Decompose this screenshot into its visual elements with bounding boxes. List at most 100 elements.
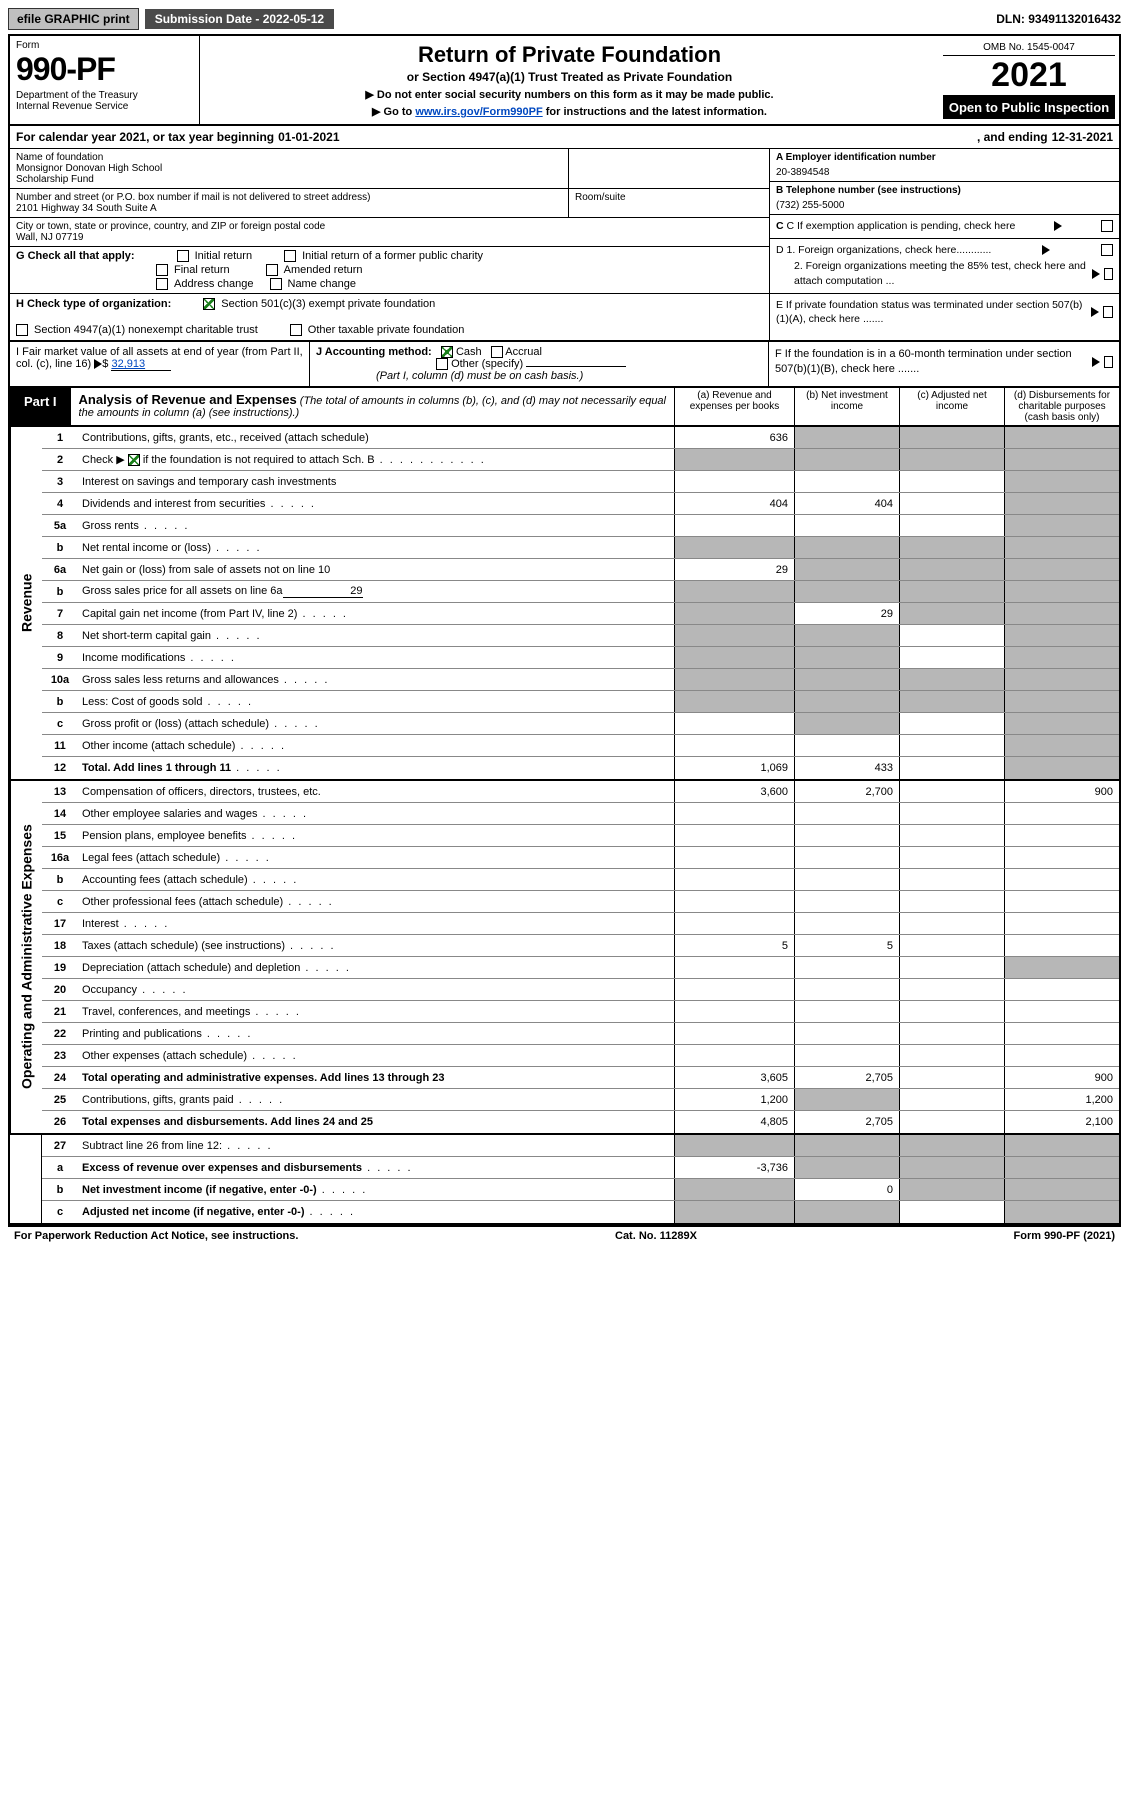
name-label: Name of foundation xyxy=(16,152,562,163)
row-desc: Contributions, gifts, grants, etc., rece… xyxy=(78,430,674,446)
cell-a xyxy=(674,1001,794,1022)
row-num: 23 xyxy=(42,1048,78,1064)
row-num: b xyxy=(42,872,78,888)
footer-left: For Paperwork Reduction Act Notice, see … xyxy=(14,1230,298,1242)
revenue-label: Revenue xyxy=(10,427,42,779)
d1-label: D 1. Foreign organizations, check here..… xyxy=(776,243,991,258)
table-row: 6aNet gain or (loss) from sale of assets… xyxy=(42,559,1119,581)
j-label: J Accounting method: xyxy=(316,346,432,358)
row-num: 3 xyxy=(42,474,78,490)
cell-d xyxy=(1004,537,1119,558)
city-value: Wall, NJ 07719 xyxy=(16,232,763,243)
cell-a xyxy=(674,957,794,978)
table-row: aExcess of revenue over expenses and dis… xyxy=(42,1157,1119,1179)
instructions-link[interactable]: www.irs.gov/Form990PF xyxy=(415,106,542,118)
row-desc: Other employee salaries and wages xyxy=(78,806,674,822)
cell-b xyxy=(794,1001,899,1022)
cell-d xyxy=(1004,449,1119,470)
cell-d xyxy=(1004,669,1119,690)
table-row: 12Total. Add lines 1 through 111,069433 xyxy=(42,757,1119,779)
cash-checkbox[interactable] xyxy=(441,346,453,358)
cell-c xyxy=(899,581,1004,602)
cell-b xyxy=(794,537,899,558)
opex-label: Operating and Administrative Expenses xyxy=(10,781,42,1133)
cell-c xyxy=(899,427,1004,448)
h-4947: Section 4947(a)(1) nonexempt charitable … xyxy=(34,324,258,336)
cell-b: 5 xyxy=(794,935,899,956)
table-row: cOther professional fees (attach schedul… xyxy=(42,891,1119,913)
501c3-checkbox[interactable] xyxy=(203,298,215,310)
cell-a: 636 xyxy=(674,427,794,448)
table-row: 22Printing and publications xyxy=(42,1023,1119,1045)
cell-d xyxy=(1004,1001,1119,1022)
fmv-value[interactable]: 32,913 xyxy=(111,358,171,371)
row-desc: Less: Cost of goods sold xyxy=(78,694,674,710)
arrow-icon xyxy=(94,359,102,369)
row-num: 15 xyxy=(42,828,78,844)
cell-a: 4,805 xyxy=(674,1111,794,1133)
amended-return-checkbox[interactable] xyxy=(266,264,278,276)
row-desc: Occupancy xyxy=(78,982,674,998)
other-taxable-checkbox[interactable] xyxy=(290,324,302,336)
4947-checkbox[interactable] xyxy=(16,324,28,336)
cell-a xyxy=(674,1201,794,1223)
col-b-header: (b) Net investment income xyxy=(794,388,899,425)
part-title-block: Analysis of Revenue and Expenses (The to… xyxy=(71,388,674,425)
phone-value: (732) 255-5000 xyxy=(776,200,1113,211)
cell-c xyxy=(899,449,1004,470)
table-row: 4Dividends and interest from securities4… xyxy=(42,493,1119,515)
table-row: 15Pension plans, employee benefits xyxy=(42,825,1119,847)
cell-c xyxy=(899,1179,1004,1200)
row-desc: Gross profit or (loss) (attach schedule) xyxy=(78,716,674,732)
cell-c xyxy=(899,957,1004,978)
cell-b xyxy=(794,1045,899,1066)
initial-return-checkbox[interactable] xyxy=(177,250,189,262)
address-change-checkbox[interactable] xyxy=(156,278,168,290)
dln: DLN: 93491132016432 xyxy=(996,12,1121,26)
row-num: 14 xyxy=(42,806,78,822)
table-row: bAccounting fees (attach schedule) xyxy=(42,869,1119,891)
form-label: Form xyxy=(16,40,193,51)
accrual-checkbox[interactable] xyxy=(491,346,503,358)
g-final: Final return xyxy=(174,264,230,276)
table-row: 24Total operating and administrative exp… xyxy=(42,1067,1119,1089)
page-subtitle: or Section 4947(a)(1) Trust Treated as P… xyxy=(206,70,933,84)
cell-c xyxy=(899,647,1004,668)
cell-d xyxy=(1004,515,1119,536)
row-desc: Depreciation (attach schedule) and deple… xyxy=(78,960,674,976)
exemption-pending-checkbox[interactable] xyxy=(1101,220,1113,232)
schedule-b-checkbox[interactable] xyxy=(128,454,140,466)
open-inspection: Open to Public Inspection xyxy=(943,96,1115,119)
row-num: a xyxy=(42,1160,78,1176)
cell-b xyxy=(794,735,899,756)
cell-a: 1,200 xyxy=(674,1089,794,1110)
d2-checkbox[interactable] xyxy=(1104,268,1113,280)
table-row: bNet rental income or (loss) xyxy=(42,537,1119,559)
initial-former-checkbox[interactable] xyxy=(284,250,296,262)
row-num: 18 xyxy=(42,938,78,954)
efile-print-button[interactable]: efile GRAPHIC print xyxy=(8,8,139,30)
table-row: 23Other expenses (attach schedule) xyxy=(42,1045,1119,1067)
cell-a: -3,736 xyxy=(674,1157,794,1178)
row-num: 24 xyxy=(42,1070,78,1086)
name-change-checkbox[interactable] xyxy=(270,278,282,290)
cell-c xyxy=(899,1045,1004,1066)
cell-d xyxy=(1004,1045,1119,1066)
table-row: bGross sales price for all assets on lin… xyxy=(42,581,1119,603)
row-num: 1 xyxy=(42,430,78,446)
cell-d xyxy=(1004,1179,1119,1200)
d1-checkbox[interactable] xyxy=(1101,244,1113,256)
cell-a xyxy=(674,891,794,912)
cell-b xyxy=(794,1023,899,1044)
cell-a: 3,600 xyxy=(674,781,794,802)
final-return-checkbox[interactable] xyxy=(156,264,168,276)
row-desc: Adjusted net income (if negative, enter … xyxy=(78,1204,674,1220)
f-checkbox[interactable] xyxy=(1104,356,1113,368)
cell-c xyxy=(899,869,1004,890)
e-checkbox[interactable] xyxy=(1103,306,1113,318)
addr-label: Number and street (or P.O. box number if… xyxy=(16,192,562,203)
row-num: 16a xyxy=(42,850,78,866)
h-label: H Check type of organization: xyxy=(16,298,171,310)
other-method-checkbox[interactable] xyxy=(436,358,448,370)
cell-b: 2,705 xyxy=(794,1067,899,1088)
